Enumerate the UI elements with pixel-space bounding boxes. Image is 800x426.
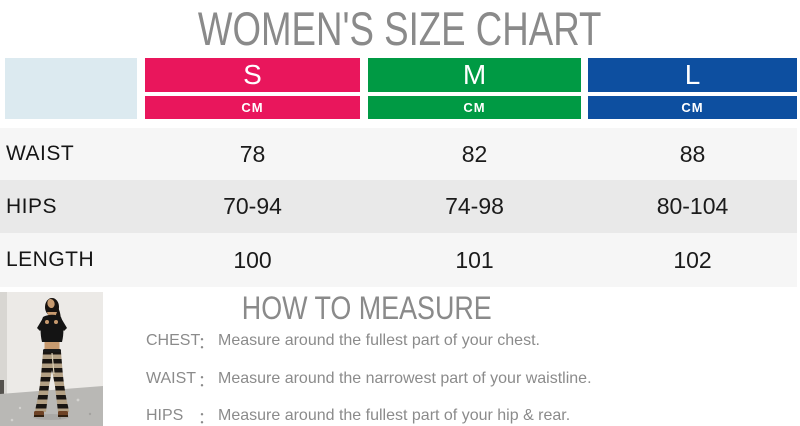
unit-header-s: CM xyxy=(145,96,360,119)
unit-header-l-label: CM xyxy=(681,100,704,115)
page-title: WOMEN'S SIZE CHART xyxy=(0,0,800,57)
size-header-l-label: L xyxy=(684,59,701,90)
unit-header-l: CM xyxy=(588,96,797,119)
measure-text-chest: Measure around the fullest part of your … xyxy=(218,332,540,349)
measure-item-waist: WAIST ： Measure around the narrowest par… xyxy=(146,368,592,390)
waist-value-m: 82 xyxy=(461,140,488,167)
table-row-waist: WAIST 78 82 88 xyxy=(0,128,797,180)
measure-label-chest: CHEST xyxy=(146,332,201,349)
page-title-text: WOMEN'S SIZE CHART xyxy=(198,2,602,55)
unit-header-s-label: CM xyxy=(241,100,264,115)
measure-label-waist: WAIST xyxy=(146,370,197,387)
table-corner-cell xyxy=(5,58,137,119)
measure-item-hips: HIPS ： Measure around the fullest part o… xyxy=(146,405,570,426)
unit-header-m-label: CM xyxy=(463,100,486,115)
measure-colon: ： xyxy=(198,373,215,390)
row-label-waist: WAIST xyxy=(6,142,75,165)
how-to-measure-heading: HOW TO MEASURE xyxy=(0,290,734,326)
measure-label-hips: HIPS xyxy=(146,407,184,424)
length-value-l: 102 xyxy=(673,246,712,273)
measure-colon: ： xyxy=(198,410,215,426)
length-value-s: 100 xyxy=(233,246,272,273)
measure-colon: ： xyxy=(198,335,215,352)
size-header-s: S xyxy=(145,58,360,92)
hips-value-s: 70-94 xyxy=(223,193,282,219)
size-header-s-label: S xyxy=(243,59,262,90)
measure-text-waist: Measure around the narrowest part of you… xyxy=(218,370,592,387)
table-row-length: LENGTH 100 101 102 xyxy=(0,233,797,287)
how-to-measure-heading-text: HOW TO MEASURE xyxy=(242,290,492,326)
measure-item-chest: CHEST ： Measure around the fullest part … xyxy=(146,330,540,352)
waist-value-s: 78 xyxy=(239,140,266,167)
row-label-length: LENGTH xyxy=(6,248,95,271)
size-header-m: M xyxy=(368,58,581,92)
hips-value-l: 80-104 xyxy=(656,193,729,219)
row-label-hips: HIPS xyxy=(6,194,58,218)
model-photo xyxy=(0,292,103,426)
waist-value-l: 88 xyxy=(679,140,706,167)
measure-text-hips: Measure around the fullest part of your … xyxy=(218,407,571,424)
size-header-m-label: M xyxy=(462,59,487,90)
hips-value-m: 74-98 xyxy=(445,193,504,219)
size-header-l: L xyxy=(588,58,797,92)
table-row-hips: HIPS 70-94 74-98 80-104 xyxy=(0,180,797,233)
unit-header-m: CM xyxy=(368,96,581,119)
length-value-m: 101 xyxy=(455,246,494,273)
